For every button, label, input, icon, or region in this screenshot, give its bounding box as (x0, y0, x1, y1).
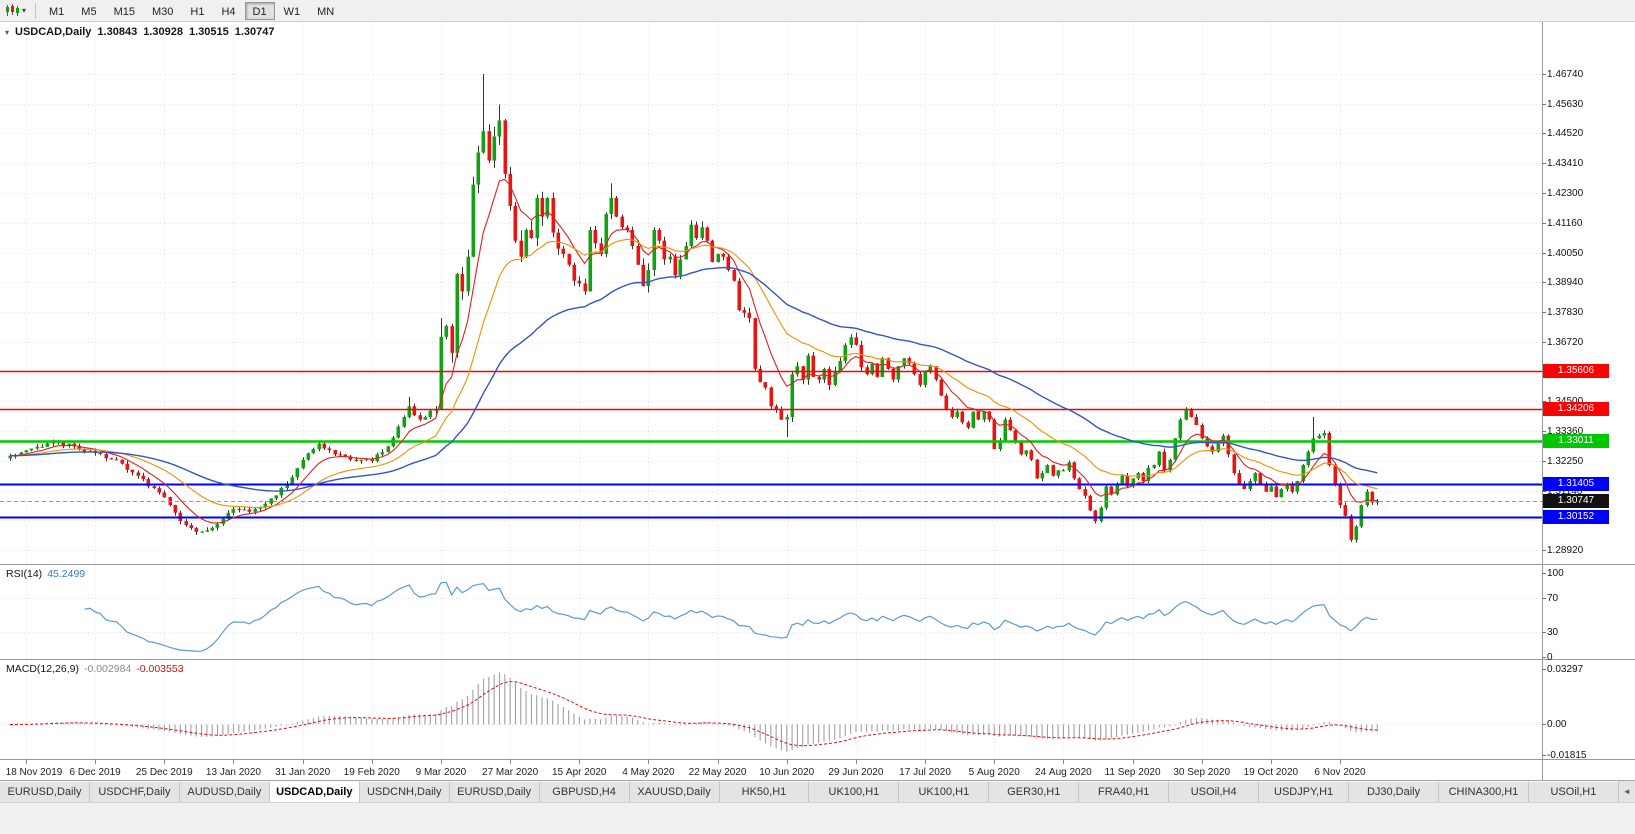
chart-window: ▾ USDCAD,Daily 1.30843 1.30928 1.30515 1… (0, 22, 1635, 780)
symbol-tab-eurusd-daily[interactable]: EURUSD,Daily (449, 781, 540, 802)
symbol-tab-audusd-daily[interactable]: AUDUSD,Daily (179, 781, 270, 802)
top-toolbar: ▾ M1 M5 M15 M30 H1 H4 D1 W1 MN (0, 0, 1635, 22)
timeframe-button-mn[interactable]: MN (317, 5, 335, 18)
macd-name: MACD(12,26,9) (6, 663, 79, 675)
symbol-tab-china300-h1[interactable]: CHINA300,H1 (1439, 781, 1529, 802)
rsi-name: RSI(14) (6, 568, 43, 580)
macd-main-value: -0.002984 (83, 663, 132, 675)
ohlc-high: 1.30928 (143, 26, 183, 38)
timeframe-button-h4[interactable]: H4 (221, 5, 236, 18)
symbol-tabbar: EURUSD,Daily USDCHF,Daily AUDUSD,Daily USDC… (0, 780, 1635, 802)
rsi-indicator-label: RSI(14) 45.2499 (6, 568, 85, 580)
bottom-strip (0, 802, 1635, 834)
timeframe-toolbar: M1 M5 M15 M30 H1 H4 D1 W1 MN (41, 1, 342, 20)
chart-title: ▾ USDCAD,Daily 1.30843 1.30928 1.30515 1… (5, 26, 274, 38)
symbol-tab-usdcad-daily[interactable]: USDCAD,Daily (269, 781, 360, 802)
symbol-tab-usdchf-daily[interactable]: USDCHF,Daily (89, 781, 180, 802)
timeframe-button-w1[interactable]: W1 (283, 5, 301, 18)
timeframe-button-d1[interactable]: D1 (244, 1, 275, 20)
timeframe-button-m5[interactable]: M5 (81, 5, 97, 18)
chart-type-icon[interactable] (5, 4, 20, 17)
symbol-tab-hk50-h1[interactable]: HK50,H1 (719, 781, 810, 802)
symbol-tab-usoil-h4[interactable]: USOil,H4 (1169, 781, 1260, 802)
symbol-tab-usdjpy-h1[interactable]: USDJPY,H1 (1259, 781, 1350, 802)
timeframe-button-h1[interactable]: H1 (190, 5, 205, 18)
symbol-tab-uk100-h1[interactable]: UK100,H1 (809, 781, 900, 802)
rsi-value: 45.2499 (47, 568, 86, 580)
timeframe-button-m30[interactable]: M30 (151, 5, 174, 18)
symbol-tab-fra40-h1[interactable]: FRA40,H1 (1079, 781, 1170, 802)
timeframe-button-m15[interactable]: M15 (113, 5, 135, 18)
symbol-tab-xauusd-daily[interactable]: XAUUSD,Daily (629, 781, 720, 802)
tab-scroll-left-button[interactable]: ◄ (1618, 781, 1635, 802)
symbol-tab-dj30-daily[interactable]: DJ30,Daily (1349, 781, 1439, 802)
ohlc-open: 1.30843 (97, 26, 138, 38)
macd-signal-value: -0.003553 (136, 663, 184, 675)
chart-type-dropdown-icon[interactable]: ▾ (22, 6, 27, 15)
symbol-tab-eurusd-daily[interactable]: EURUSD,Daily (0, 781, 90, 802)
ohlc-low: 1.30515 (188, 26, 229, 38)
timeframe-button-m1[interactable]: M1 (49, 5, 65, 18)
symbol-tab-usoil-h1[interactable]: USOil,H1 (1528, 781, 1619, 802)
chart-symbol-label: USDCAD,Daily (15, 26, 92, 38)
symbol-tab-usdcnh-daily[interactable]: USDCNH,Daily (359, 781, 450, 802)
symbol-tab-uk100-h1[interactable]: UK100,H1 (899, 781, 990, 802)
symbol-dropdown-icon[interactable]: ▾ (5, 27, 10, 37)
symbol-tab-ger30-h1[interactable]: GER30,H1 (989, 781, 1080, 802)
toolbar-separator (35, 2, 37, 19)
macd-indicator-label: MACD(12,26,9) -0.002984 -0.003553 (6, 663, 184, 675)
symbol-tab-gbpusd-h4[interactable]: GBPUSD,H4 (539, 781, 630, 802)
price-chart-canvas[interactable] (0, 22, 1635, 780)
ohlc-close: 1.30747 (234, 26, 275, 38)
